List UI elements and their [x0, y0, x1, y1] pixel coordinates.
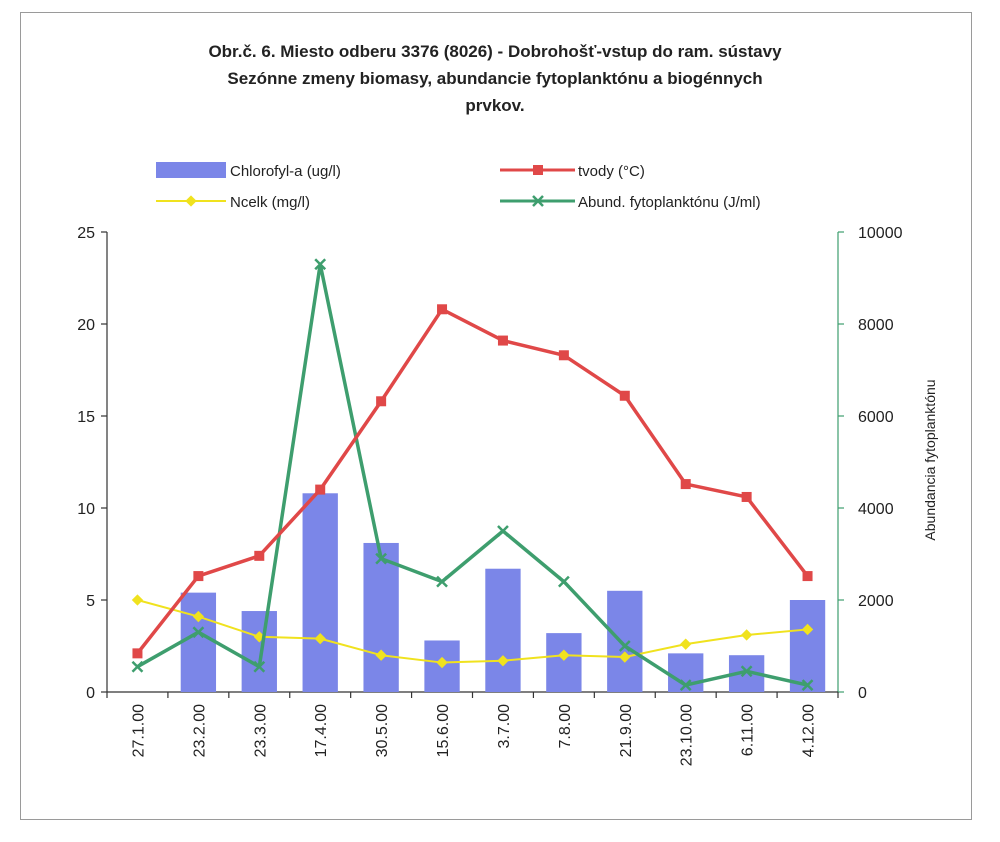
marker-tvody	[619, 390, 630, 401]
line-1	[136, 307, 809, 655]
chart-title-line-3: prvkov.	[465, 96, 525, 115]
marker-ncelk	[131, 594, 144, 606]
legend-item-chlorofyl: Chlorofyl-a (ug/l)	[156, 162, 341, 180]
x-tick-label: 17.4.00	[313, 704, 330, 757]
x-tick-label: 3.7.00	[496, 704, 513, 749]
bar-chlorofyl	[302, 493, 338, 692]
bar-chlorofyl	[546, 633, 582, 692]
chart-title-line-1: Obr.č. 6. Miesto odberu 3376 (8026) - Do…	[208, 42, 782, 61]
marker-abundancia	[253, 660, 266, 673]
marker-tvody	[802, 571, 813, 582]
bar-chlorofyl	[241, 611, 277, 692]
y-left-tick-label: 10	[77, 501, 95, 518]
chart-title: Obr.č. 6. Miesto odberu 3376 (8026) - Do…	[20, 38, 970, 119]
marker-ncelk	[375, 649, 387, 661]
line-2	[137, 599, 808, 664]
x-tick-label: 23.2.00	[191, 704, 208, 757]
y-right-tick-label: 10000	[858, 225, 903, 242]
marker-ncelk	[497, 655, 509, 667]
bar-chlorofyl	[607, 590, 643, 692]
marker-tvody	[437, 304, 448, 315]
legend-marker-ncelk	[185, 195, 197, 207]
x-tick-label: 23.10.00	[679, 704, 696, 766]
x-tick-label: 7.8.00	[557, 704, 574, 749]
legend-item-abundancia: Abund. fytoplanktónu (J/ml)	[500, 194, 761, 211]
y-right-tick-label: 2000	[858, 593, 894, 610]
marker-tvody	[497, 335, 508, 346]
legend-label-chlorofyl: Chlorofyl-a (ug/l)	[230, 163, 341, 180]
legend: Chlorofyl-a (ug/l) tvody (°C) Ncelk (mg/…	[156, 162, 761, 211]
x-tick-label: 30.5.00	[374, 704, 391, 757]
y-left-tick-label: 20	[77, 317, 95, 334]
marker-ncelk	[801, 623, 814, 636]
y-right-tick-label: 6000	[858, 409, 894, 426]
marker-tvody	[254, 550, 265, 561]
marker-ncelk	[558, 649, 570, 661]
marker-abundancia	[375, 552, 388, 565]
legend-item-ncelk: Ncelk (mg/l)	[156, 194, 310, 211]
x-tick-label: 21.9.00	[618, 704, 635, 757]
x-tick-label: 6.11.00	[740, 704, 757, 756]
marker-ncelk	[314, 632, 326, 645]
marker-ncelk	[192, 610, 205, 623]
marker-abundancia	[679, 679, 692, 691]
y-left-tick-label: 25	[77, 225, 95, 242]
legend-label-ncelk: Ncelk (mg/l)	[230, 194, 310, 211]
marker-ncelk	[740, 629, 753, 641]
chart-title-line-2: Sezónne zmeny biomasy, abundancie fytopl…	[227, 69, 763, 88]
marker-abundancia	[497, 525, 509, 537]
marker-ncelk	[619, 651, 631, 663]
y-left-tick-label: 5	[86, 593, 95, 610]
marker-tvody	[193, 571, 204, 582]
legend-marker-tvody	[533, 165, 543, 175]
marker-abundancia	[192, 626, 205, 639]
x-tick-label: 15.6.00	[435, 704, 452, 757]
marker-tvody	[558, 350, 569, 361]
y-left-tick-label: 15	[77, 409, 95, 426]
y-right-tick-label: 4000	[858, 501, 894, 518]
bar-chlorofyl	[485, 568, 521, 692]
bar-chlorofyl	[363, 542, 399, 692]
marker-ncelk	[680, 638, 692, 650]
bar-series	[180, 493, 826, 692]
marker-abundancia	[557, 575, 570, 588]
marker-abundancia	[131, 660, 144, 673]
legend-marker-abundancia	[532, 195, 544, 207]
marker-abundancia	[314, 258, 327, 271]
marker-tvody	[680, 479, 691, 490]
y-right-axis-label: Abundancia fytoplanktónu	[922, 379, 938, 540]
bar-chlorofyl	[180, 592, 217, 692]
line-3	[136, 262, 808, 687]
axes: 0 5 10 15 20 25 0 2000 4000 6000 8000 10000 27.1.00 2…	[77, 225, 902, 766]
legend-label-tvody: tvody (°C)	[578, 163, 645, 180]
marker-tvody	[376, 396, 387, 407]
legend-swatch-chlorofyl	[156, 162, 226, 178]
bar-chlorofyl	[789, 600, 826, 692]
marker-tvody	[132, 648, 143, 659]
y-right-tick-label: 0	[858, 685, 867, 702]
legend-item-tvody: tvody (°C)	[500, 163, 645, 180]
marker-tvody	[741, 491, 752, 502]
y-right-tick-label: 8000	[858, 317, 894, 334]
marker-abundancia	[618, 640, 631, 652]
marker-abundancia	[436, 575, 448, 588]
line-series	[131, 258, 814, 691]
legend-label-abundancia: Abund. fytoplanktónu (J/ml)	[578, 194, 761, 211]
x-tick-label: 4.12.00	[801, 704, 818, 757]
marker-ncelk	[436, 656, 448, 669]
marker-abundancia	[740, 665, 753, 678]
x-tick-label: 27.1.00	[130, 704, 147, 757]
y-left-tick-label: 0	[86, 685, 95, 702]
marker-abundancia	[801, 679, 814, 691]
marker-tvody	[315, 484, 326, 495]
x-tick-label: 23.3.00	[252, 704, 269, 757]
